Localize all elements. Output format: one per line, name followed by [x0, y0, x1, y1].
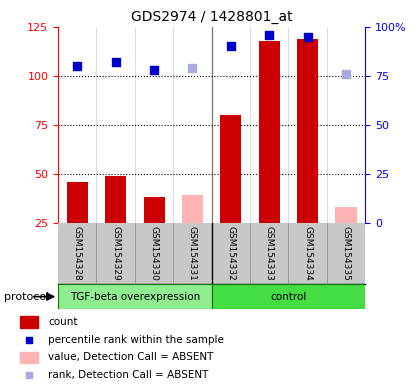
Text: GSM154332: GSM154332 — [226, 226, 235, 281]
Bar — [58, 284, 212, 309]
Text: GSM154330: GSM154330 — [149, 226, 159, 281]
Point — [266, 31, 273, 38]
Text: GSM154329: GSM154329 — [111, 226, 120, 281]
Bar — [182, 195, 203, 223]
Point — [26, 372, 32, 378]
Text: GSM154333: GSM154333 — [265, 226, 274, 281]
Point — [26, 336, 32, 343]
Bar — [259, 41, 280, 223]
Bar — [220, 115, 242, 223]
Text: TGF-beta overexpression: TGF-beta overexpression — [70, 291, 200, 302]
Text: protocol: protocol — [4, 291, 49, 302]
Point — [304, 34, 311, 40]
Bar — [20, 352, 38, 363]
Text: GSM154328: GSM154328 — [73, 226, 82, 281]
Bar — [212, 284, 365, 309]
Text: GSM154331: GSM154331 — [188, 226, 197, 281]
Bar — [335, 207, 356, 223]
Text: GSM154335: GSM154335 — [342, 226, 351, 281]
Point — [227, 43, 234, 50]
Text: count: count — [48, 317, 78, 327]
Bar — [20, 316, 38, 328]
Text: control: control — [270, 291, 307, 302]
Text: percentile rank within the sample: percentile rank within the sample — [48, 334, 224, 344]
Point — [343, 71, 349, 77]
Bar — [144, 197, 165, 223]
Bar — [67, 182, 88, 223]
Bar — [105, 176, 126, 223]
Bar — [297, 39, 318, 223]
Text: value, Detection Call = ABSENT: value, Detection Call = ABSENT — [48, 353, 214, 362]
Text: GSM154334: GSM154334 — [303, 226, 312, 281]
Point — [112, 59, 119, 65]
Text: rank, Detection Call = ABSENT: rank, Detection Call = ABSENT — [48, 370, 209, 380]
Point — [189, 65, 196, 71]
Point — [151, 67, 157, 73]
Point — [74, 63, 81, 69]
Title: GDS2974 / 1428801_at: GDS2974 / 1428801_at — [131, 10, 293, 25]
